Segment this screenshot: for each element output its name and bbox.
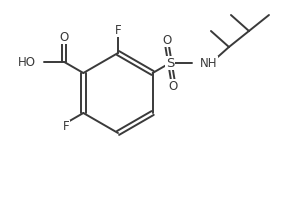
Text: F: F — [115, 23, 121, 37]
Text: F: F — [63, 120, 69, 134]
Text: O: O — [162, 34, 172, 46]
Text: NH: NH — [200, 57, 218, 69]
Text: HO: HO — [18, 55, 36, 69]
Text: S: S — [166, 57, 174, 69]
Text: O: O — [168, 80, 178, 92]
Text: O: O — [60, 31, 69, 43]
